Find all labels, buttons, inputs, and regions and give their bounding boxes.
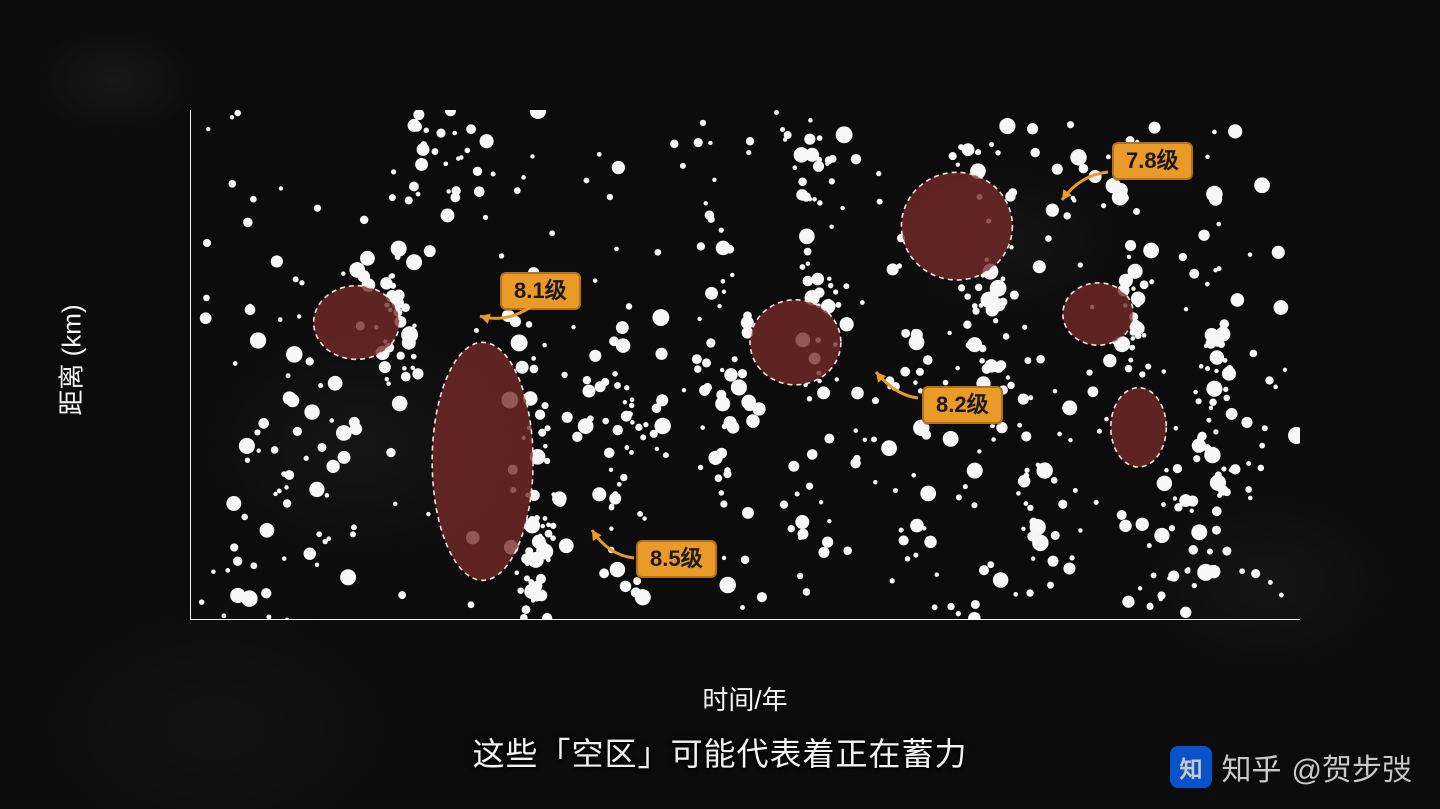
watermark-brand: 知乎 (1222, 745, 1282, 789)
y-axis-label: 距离 (km) (52, 304, 89, 415)
x-axis-label: 时间/年 (702, 680, 787, 717)
callout-8-2: 8.2级 (922, 386, 1003, 424)
watermark-handle: @贺步弢 (1292, 745, 1412, 789)
scatter-chart: 7001000130016001958196019621964196619681… (190, 110, 1300, 620)
zhihu-logo-icon: 知 (1170, 746, 1212, 788)
callout-8-5: 8.5级 (636, 540, 717, 578)
callout-8-1: 8.1级 (500, 272, 581, 310)
watermark: 知 知乎 @贺步弢 (1170, 745, 1412, 789)
callout-7-8: 7.8级 (1112, 142, 1193, 180)
